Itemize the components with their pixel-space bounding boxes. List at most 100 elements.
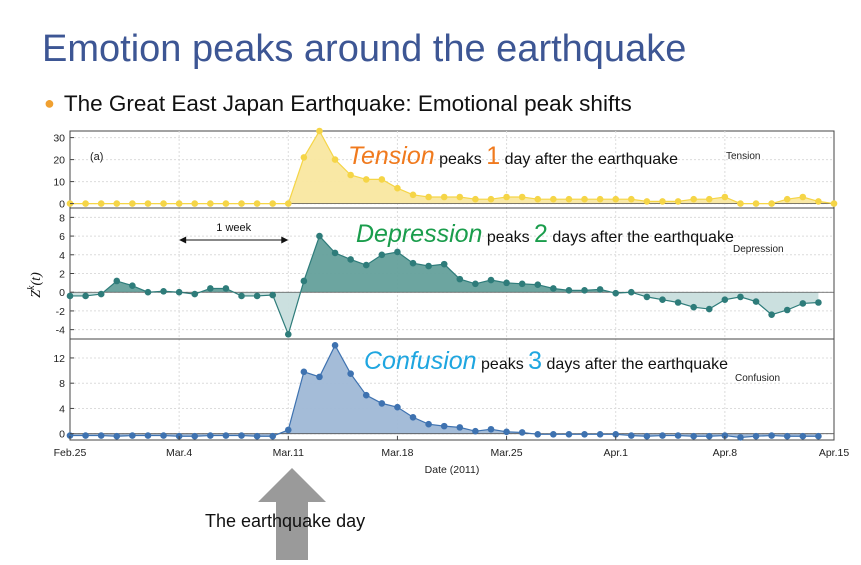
data-point [331,156,339,163]
data-point [113,277,121,285]
data-point [425,420,432,428]
data-point [674,198,682,205]
annotation-pre: peaks [435,151,487,168]
panel-tension [66,127,838,207]
data-point [612,431,620,438]
data-point [191,200,199,207]
data-point [581,287,588,294]
data-point [783,432,791,440]
data-point [503,193,510,201]
annotation-pre: peaks [482,229,534,246]
y-tick-label: 0 [59,287,65,299]
data-point [316,232,323,240]
data-point [830,200,838,207]
data-point [674,432,682,439]
data-point [425,262,432,270]
data-point [362,176,370,183]
earthquake-arrow-icon [258,468,326,560]
data-point [752,200,760,207]
data-point [674,299,682,306]
data-point [487,276,495,284]
data-point [518,280,526,288]
data-point [409,191,417,199]
data-point [284,426,292,434]
data-point [222,285,230,292]
data-point [269,432,276,440]
data-point [659,432,666,439]
data-point [175,200,183,207]
data-point [799,300,807,307]
data-point [97,432,105,439]
series-name-label: Tension [726,151,760,162]
data-point [768,200,775,207]
data-point [628,288,635,296]
data-point [565,287,573,294]
peak-annotation: Tension peaks 1 day after the earthquake [348,142,678,170]
x-tick-label: Apr.1 [603,447,628,459]
panel-label: (a) [90,151,103,163]
data-point [690,432,697,440]
y-tick-label: 4 [59,250,65,262]
data-point [705,432,713,440]
data-point [425,193,432,201]
y-tick-label: 4 [59,403,65,415]
data-point [815,299,822,306]
data-point [550,431,557,438]
data-point [721,432,729,439]
y-tick-label: 6 [59,231,65,243]
data-point [643,293,651,301]
annotation-emotion: Depression [356,220,482,248]
data-point [596,286,604,293]
y-axis-label-main: Z [29,290,44,298]
data-point [472,427,479,435]
series-name-label: Confusion [735,373,780,384]
annotation-post: days after the earthquake [548,229,734,246]
data-point [518,429,526,436]
data-point [207,200,214,207]
data-point [799,432,807,440]
data-point [191,432,199,440]
y-tick-label: 0 [59,199,65,211]
data-point [705,195,713,203]
y-tick-label: 10 [53,177,65,189]
subtitle-bullet-row: ● The Great East Japan Earthquake: Emotio… [44,91,632,117]
data-point [378,176,386,183]
data-point [752,298,760,305]
data-point [82,432,89,439]
y-tick-label: 8 [59,212,65,224]
data-point [347,171,354,179]
data-point [690,195,697,203]
annotation-post: day after the earthquake [500,151,678,168]
data-point [409,259,417,267]
data-point [97,290,105,298]
data-point [113,432,121,440]
data-point [503,279,510,287]
data-point [659,198,666,205]
y-tick-label: 8 [59,378,65,390]
data-point [768,311,775,318]
data-point [284,200,292,207]
data-point [97,200,105,207]
data-point [129,432,136,439]
data-point [269,200,276,207]
data-point [721,193,729,201]
data-point [160,432,167,439]
data-point [160,287,167,295]
x-tick-label: Apr.15 [819,447,850,459]
data-point [222,200,230,207]
data-point [207,285,214,292]
area-positive [70,236,819,293]
y-tick-label: -4 [56,325,65,337]
slide-title: Emotion peaks around the earthquake [42,28,687,70]
data-point [82,292,89,300]
data-point [550,195,557,203]
peak-annotation: Depression peaks 2 days after the earthq… [356,220,734,248]
data-point [456,424,464,431]
data-point [628,195,635,203]
data-point [737,200,744,207]
data-point [394,403,401,411]
week-arrow-right-icon [281,236,289,244]
data-point [628,432,635,439]
y-tick-label: 12 [53,353,65,365]
y-axis-label: Zk(t) [26,272,44,298]
